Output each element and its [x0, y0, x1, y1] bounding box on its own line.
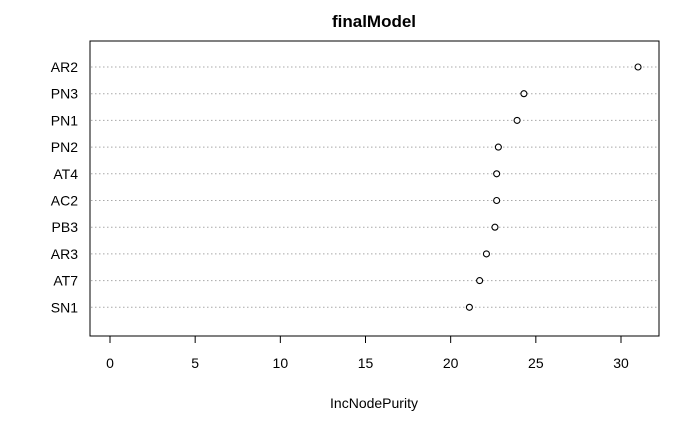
- y-label-ac2: AC2: [51, 193, 78, 209]
- y-label-at4: AT4: [53, 166, 78, 182]
- x-axis-title: IncNodePurity: [330, 395, 418, 411]
- point-at7: [476, 277, 484, 285]
- point-pn1: [513, 116, 521, 124]
- x-tick-label-15: 15: [358, 355, 374, 371]
- point-sn1: [465, 303, 473, 311]
- plot-frame: [89, 40, 660, 337]
- y-label-ar3: AR3: [51, 246, 78, 262]
- point-pb3: [491, 223, 499, 231]
- x-tick-label-25: 25: [528, 355, 544, 371]
- y-category-labels: AR2 PN3 PN1 PN2 AT4 AC2 PB3 AR3 AT7 SN1: [51, 59, 78, 315]
- point-at4: [493, 170, 501, 178]
- x-tick-label-20: 20: [443, 355, 459, 371]
- y-label-at7: AT7: [53, 273, 78, 289]
- x-tick-label-30: 30: [613, 355, 629, 371]
- x-axis: 0 5 10 15 20 25 30: [106, 335, 629, 371]
- gridlines: [91, 66, 658, 308]
- y-label-pn3: PN3: [51, 86, 78, 102]
- x-tick-label-0: 0: [106, 355, 114, 371]
- y-label-sn1: SN1: [51, 299, 78, 315]
- point-pn2: [494, 143, 502, 151]
- point-pn3: [520, 90, 528, 98]
- x-tick-label-5: 5: [191, 355, 199, 371]
- data-points: [465, 63, 642, 311]
- point-ar2: [634, 63, 642, 71]
- y-label-ar2: AR2: [51, 59, 78, 75]
- point-ar3: [482, 250, 490, 258]
- point-ac2: [493, 196, 501, 205]
- y-label-pn2: PN2: [51, 139, 78, 155]
- y-label-pb3: PB3: [52, 219, 79, 235]
- chart-title: finalModel: [332, 12, 416, 31]
- x-tick-label-10: 10: [273, 355, 289, 371]
- y-label-pn1: PN1: [51, 112, 78, 128]
